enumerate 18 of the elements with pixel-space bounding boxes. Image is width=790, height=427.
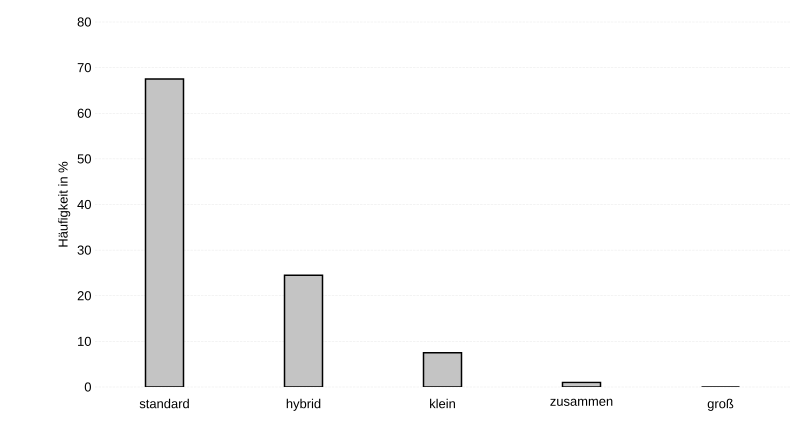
y-tick-label: 10 (78, 336, 91, 346)
y-tick-label: 80 (78, 17, 91, 27)
bar (422, 352, 462, 387)
y-tick-label: 30 (78, 246, 91, 255)
y-tick-label: 60 (78, 108, 91, 118)
x-tick-label: standard (140, 398, 189, 408)
x-tick-label: klein (430, 398, 455, 408)
y-tick-label: 70 (78, 63, 91, 72)
x-tick-label: zusammen (550, 398, 612, 406)
y-tick-label: 50 (78, 154, 91, 164)
y-axis-title: Häufigkeit in % (58, 162, 70, 247)
y-tick-label: 20 (78, 291, 91, 300)
y-tick-label: 40 (77, 200, 91, 210)
y-tick-label: 0 (84, 382, 91, 392)
bar (144, 78, 184, 387)
x-tick-label: hybrid (286, 398, 320, 411)
bar (284, 274, 324, 387)
x-tick-label: groß (708, 398, 734, 411)
